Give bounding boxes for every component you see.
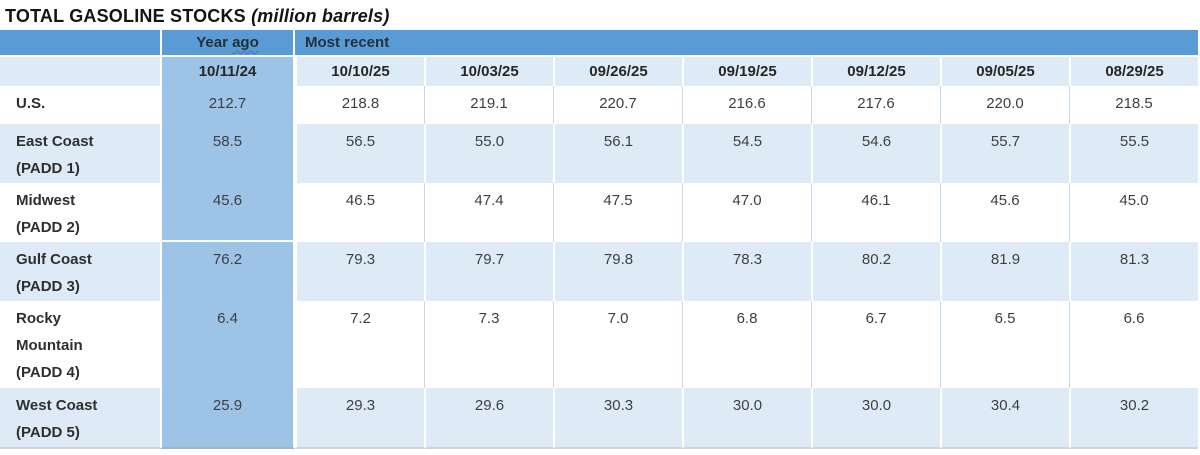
row-label: Rocky Mountain (PADD 4) xyxy=(0,301,160,388)
row-label-line: (PADD 4) xyxy=(16,364,80,381)
year-ago-label: Year xyxy=(196,34,228,51)
value-cell: 219.1 xyxy=(424,86,553,124)
value-cell: 46.1 xyxy=(811,183,940,242)
year-ago-value-cell: 6.4 xyxy=(160,301,295,388)
year-ago-value-cell: 45.6 xyxy=(160,183,295,242)
value-cell: 30.3 xyxy=(553,388,682,449)
year-ago-value-cell: 58.5 xyxy=(160,124,295,183)
band-empty-cell xyxy=(0,30,160,57)
table-row-us: U.S. 212.7 218.8 219.1 220.7 216.6 217.6… xyxy=(0,86,1199,124)
value-cell: 218.5 xyxy=(1069,86,1199,124)
value-cell: 29.3 xyxy=(295,388,424,449)
value-cell: 45.0 xyxy=(1069,183,1199,242)
value-cell: 47.0 xyxy=(682,183,811,242)
value-cell: 7.3 xyxy=(424,301,553,388)
year-ago-date-cell: 10/11/24 xyxy=(160,57,295,86)
row-label: Gulf Coast (PADD 3) xyxy=(0,242,160,301)
row-label-line: (PADD 5) xyxy=(16,424,80,441)
row-label: West Coast (PADD 5) xyxy=(0,388,160,449)
row-label-line: U.S. xyxy=(16,95,46,112)
value-cell: 56.5 xyxy=(295,124,424,183)
value-cell: 54.5 xyxy=(682,124,811,183)
value-cell: 78.3 xyxy=(682,242,811,301)
year-ago-value-cell: 212.7 xyxy=(160,86,295,124)
value-cell: 220.0 xyxy=(940,86,1069,124)
table-title: TOTAL GASOLINE STOCKS (million barrels) xyxy=(0,0,1200,30)
year-ago-label-squiggle: ago xyxy=(232,34,259,51)
value-cell: 220.7 xyxy=(553,86,682,124)
value-cell: 81.9 xyxy=(940,242,1069,301)
row-label-line: West Coast xyxy=(16,397,98,414)
value-cell: 6.5 xyxy=(940,301,1069,388)
row-label-line: Mountain xyxy=(16,337,83,354)
row-label-line: (PADD 1) xyxy=(16,160,80,177)
value-cell: 30.4 xyxy=(940,388,1069,449)
title-text: TOTAL GASOLINE STOCKS xyxy=(5,6,246,26)
value-cell: 7.2 xyxy=(295,301,424,388)
table-row-midwest: Midwest (PADD 2) 45.6 46.5 47.4 47.5 47.0… xyxy=(0,183,1199,242)
value-cell: 7.0 xyxy=(553,301,682,388)
value-cell: 6.8 xyxy=(682,301,811,388)
row-label: East Coast (PADD 1) xyxy=(0,124,160,183)
year-ago-value-cell: 76.2 xyxy=(160,242,295,301)
title-unit: (million barrels) xyxy=(251,6,390,26)
year-ago-value-cell: 25.9 xyxy=(160,388,295,449)
value-cell: 30.0 xyxy=(682,388,811,449)
table-row-west-coast: West Coast (PADD 5) 25.9 29.3 29.6 30.3 3… xyxy=(0,388,1199,449)
row-label-line: East Coast xyxy=(16,133,94,150)
table-row-rocky-mountain: Rocky Mountain (PADD 4) 6.4 7.2 7.3 7.0 6.… xyxy=(0,301,1199,388)
most-recent-band-cell: Most recent xyxy=(295,30,1199,57)
row-label: U.S. xyxy=(0,86,160,124)
date-header-cell: 09/19/25 xyxy=(682,57,811,86)
value-cell: 45.6 xyxy=(940,183,1069,242)
date-header-cell: 10/03/25 xyxy=(424,57,553,86)
row-label-line: (PADD 2) xyxy=(16,219,80,236)
gasoline-stocks-table: Year ago Most recent 10/11/24 10/10/25 1… xyxy=(0,30,1199,449)
value-cell: 6.7 xyxy=(811,301,940,388)
value-cell: 79.7 xyxy=(424,242,553,301)
table-row-east-coast: East Coast (PADD 1) 58.5 56.5 55.0 56.1 5… xyxy=(0,124,1199,183)
row-label-line: Midwest xyxy=(16,192,76,209)
value-cell: 79.8 xyxy=(553,242,682,301)
value-cell: 30.2 xyxy=(1069,388,1199,449)
value-cell: 55.5 xyxy=(1069,124,1199,183)
row-label-line: Gulf Coast xyxy=(16,251,92,268)
date-header-row: 10/11/24 10/10/25 10/03/25 09/26/25 09/1… xyxy=(0,57,1199,86)
date-empty-cell xyxy=(0,57,160,86)
value-cell: 47.4 xyxy=(424,183,553,242)
value-cell: 55.7 xyxy=(940,124,1069,183)
row-label-line: Rocky xyxy=(16,310,62,327)
date-header-cell: 09/05/25 xyxy=(940,57,1069,86)
value-cell: 46.5 xyxy=(295,183,424,242)
table-row-gulf-coast: Gulf Coast (PADD 3) 76.2 79.3 79.7 79.8 7… xyxy=(0,242,1199,301)
row-label-line: (PADD 3) xyxy=(16,278,80,295)
value-cell: 80.2 xyxy=(811,242,940,301)
value-cell: 29.6 xyxy=(424,388,553,449)
date-header-cell: 08/29/25 xyxy=(1069,57,1199,86)
date-header-cell: 09/26/25 xyxy=(553,57,682,86)
value-cell: 56.1 xyxy=(553,124,682,183)
value-cell: 47.5 xyxy=(553,183,682,242)
date-header-cell: 09/12/25 xyxy=(811,57,940,86)
date-header-cell: 10/10/25 xyxy=(295,57,424,86)
value-cell: 6.6 xyxy=(1069,301,1199,388)
value-cell: 218.8 xyxy=(295,86,424,124)
value-cell: 30.0 xyxy=(811,388,940,449)
year-ago-band-cell: Year ago xyxy=(160,30,295,57)
value-cell: 55.0 xyxy=(424,124,553,183)
header-band-row: Year ago Most recent xyxy=(0,30,1199,57)
value-cell: 54.6 xyxy=(811,124,940,183)
value-cell: 216.6 xyxy=(682,86,811,124)
value-cell: 81.3 xyxy=(1069,242,1199,301)
value-cell: 217.6 xyxy=(811,86,940,124)
row-label: Midwest (PADD 2) xyxy=(0,183,160,242)
value-cell: 79.3 xyxy=(295,242,424,301)
